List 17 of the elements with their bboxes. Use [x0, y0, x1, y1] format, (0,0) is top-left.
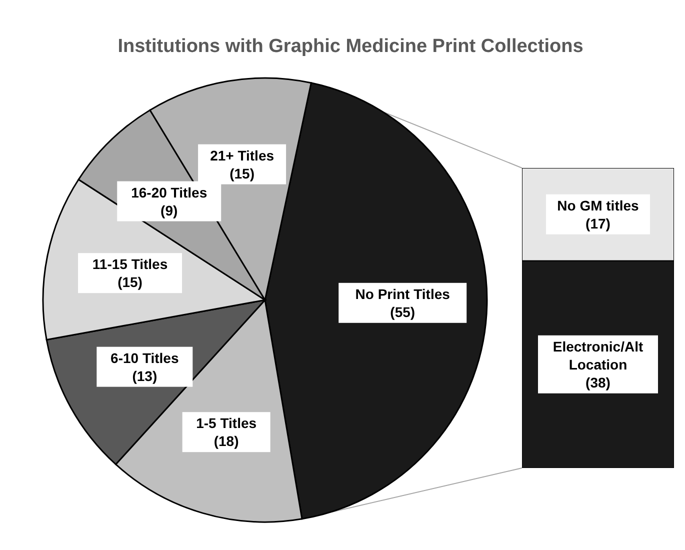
data-label: (15) [230, 165, 254, 182]
chart-title: Institutions with Graphic Medicine Print Collections [116, 36, 584, 58]
data-label: (13) [132, 368, 158, 384]
slice-label: No Print Titles [355, 286, 450, 302]
slice-label: 16-20 Titles [131, 184, 208, 200]
data-label: (9) [160, 202, 178, 218]
data-label: (55) [390, 304, 416, 320]
slice-label: 6-10 Titles [110, 350, 179, 366]
data-label: (38) [586, 374, 610, 390]
series-label: Electronic/Alt Location [552, 338, 644, 372]
series-label: No GM titles [557, 197, 640, 214]
slice-label: 21+ Titles [210, 147, 274, 164]
slice-label: 11-15 Titles [92, 256, 168, 272]
data-label: (15) [118, 274, 142, 290]
data-label: (17) [586, 215, 610, 232]
data-label: (18) [214, 433, 239, 450]
slice-label: 1-5 Titles [196, 415, 257, 432]
